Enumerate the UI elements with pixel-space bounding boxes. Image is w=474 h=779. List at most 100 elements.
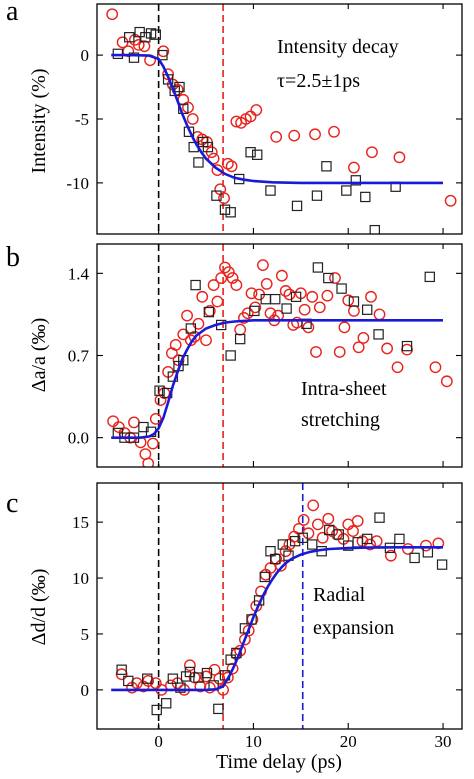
circle-point-b-55: [333, 346, 346, 358]
circle-point-b-4: [128, 416, 140, 429]
square-point-a-10: [174, 81, 185, 93]
square-point-a-4: [140, 32, 151, 43]
circle-point-b-59: [352, 341, 365, 354]
fit-curve-c: [111, 546, 443, 692]
square-point-a-19: [225, 207, 236, 218]
square-point-c-36: [409, 552, 420, 564]
y-axis-label-b: Δa/a (‰): [28, 318, 50, 393]
circle-point-b-60: [357, 331, 370, 344]
circle-point-b-7: [142, 457, 155, 467]
square-point-b-16: [249, 305, 260, 317]
y-tick-label-c-3: 15: [72, 513, 89, 532]
circle-point-b-43: [279, 285, 292, 297]
square-point-c-25: [297, 532, 308, 543]
square-point-c-2: [142, 673, 153, 684]
square-point-a-1: [124, 32, 135, 43]
circle-point-b-42: [275, 269, 288, 282]
y-tick-label-b-1: 0.7: [68, 347, 90, 366]
circle-point-a-5: [138, 40, 151, 53]
circle-point-b-67: [440, 375, 453, 388]
circle-point-c-12: [194, 680, 207, 693]
square-point-b-26: [361, 304, 373, 315]
plot-content-c: [111, 483, 448, 729]
square-point-c-3: [151, 704, 162, 716]
circle-point-b-50: [306, 290, 319, 303]
y-tick-label-a-0: 0: [81, 46, 90, 65]
circle-point-b-34: [245, 287, 258, 300]
x-tick-label-1: 10: [245, 732, 262, 751]
circle-point-a-0: [106, 8, 119, 21]
circle-point-b-26: [215, 272, 228, 284]
circle-point-b-64: [391, 361, 404, 374]
square-point-c-8: [184, 666, 196, 678]
circle-point-c-50: [384, 549, 397, 562]
circle-point-b-25: [211, 295, 224, 308]
square-point-a-2: [128, 52, 140, 63]
circle-point-b-63: [381, 342, 394, 355]
panel-a: a Intensity (%) 0 -5 -10 Intensity decay τ…: [6, 0, 463, 235]
x-axis-tick-labels: 0 10 20 30: [154, 732, 451, 751]
square-point-b-5: [154, 385, 165, 396]
circle-point-b-52: [313, 301, 326, 314]
circle-point-a-35: [393, 151, 406, 164]
square-point-c-38: [436, 559, 448, 570]
y-axis-label-a: Intensity (%): [28, 69, 50, 174]
plot-frame-c: [96, 482, 463, 730]
square-point-c-19: [259, 571, 271, 583]
square-point-b-15: [234, 333, 246, 345]
square-point-b-20: [290, 291, 302, 303]
circle-point-c-19: [226, 662, 239, 675]
square-point-b-23: [323, 272, 334, 284]
square-point-c-33: [374, 512, 385, 523]
circle-point-b-29: [226, 272, 239, 284]
circle-point-b-24: [207, 279, 220, 291]
circle-point-b-57: [342, 294, 355, 307]
circle-point-c-15: [208, 663, 221, 676]
circle-point-c-52: [420, 539, 432, 552]
circle-point-b-49: [302, 321, 315, 334]
circle-point-b-21: [196, 290, 209, 303]
panel-letter-c: c: [6, 488, 18, 519]
circle-point-a-2: [122, 45, 135, 58]
circle-point-b-39: [264, 307, 277, 320]
square-point-c-22: [277, 539, 289, 550]
circle-point-b-16: [177, 328, 190, 341]
square-point-b-11: [190, 279, 201, 291]
plot-frame-a: [96, 3, 463, 235]
circle-point-b-28: [222, 266, 235, 279]
circle-point-a-30: [288, 129, 301, 142]
square-point-c-32: [361, 533, 373, 545]
square-point-b-12: [203, 306, 215, 318]
circle-point-c-18: [221, 671, 234, 684]
circle-point-b-17: [181, 309, 193, 322]
circle-point-b-9: [149, 412, 162, 425]
square-point-c-12: [213, 703, 224, 715]
square-point-a-23: [265, 185, 276, 196]
circle-point-a-19: [211, 164, 224, 177]
circle-point-c-35: [297, 514, 310, 526]
annotation-a-line2: τ=2.5±1ps: [277, 70, 360, 92]
plot-area-c: 0 5 10 15: [72, 483, 462, 729]
circle-point-b-53: [321, 289, 334, 302]
circle-point-b-19: [188, 330, 201, 343]
circle-point-c-39: [316, 531, 329, 544]
plot-content-a: [106, 4, 457, 234]
square-point-a-21: [245, 147, 256, 158]
square-point-a-17: [211, 190, 222, 201]
square-point-c-10: [201, 667, 213, 679]
circle-point-c-23: [242, 624, 255, 637]
circle-point-a-34: [366, 146, 378, 159]
plot-frame-b: [96, 243, 463, 468]
square-point-c-26: [307, 539, 318, 550]
x-axis-label: Time delay (ps): [216, 751, 342, 773]
annotation-b-line1: Intra-sheet: [301, 378, 387, 400]
square-point-b-24: [336, 283, 347, 294]
square-point-a-22: [252, 149, 263, 160]
square-point-c-1: [123, 675, 134, 687]
square-point-a-6: [150, 29, 161, 40]
circle-point-b-38: [260, 278, 273, 290]
square-point-b-22: [312, 262, 324, 273]
square-point-b-29: [401, 340, 413, 352]
circle-point-b-31: [234, 323, 247, 336]
circle-point-c-38: [311, 518, 324, 531]
